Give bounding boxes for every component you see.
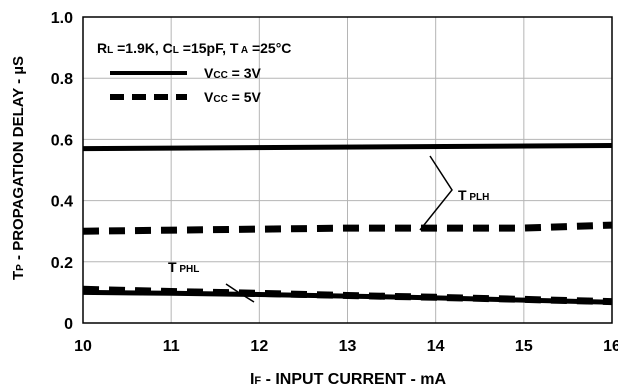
r-symbol: R bbox=[97, 40, 107, 56]
t-value: =25°C bbox=[248, 40, 291, 56]
y-tick-labels: 0 0.2 0.4 0.6 0.8 1.0 bbox=[51, 10, 73, 333]
c-symbol: C bbox=[163, 40, 173, 56]
y-tick-label-2: 0.4 bbox=[51, 194, 73, 211]
test-conditions: RL =1.9K, CL =15pF, T A =25°C bbox=[97, 40, 291, 56]
series-layer bbox=[82, 143, 613, 306]
legend-label-3v: VCC = 3V bbox=[204, 65, 262, 81]
x-tick-label-2: 12 bbox=[250, 338, 268, 355]
tplh-annotation: T PLH bbox=[419, 155, 489, 231]
tplh-label: T PLH bbox=[458, 187, 489, 203]
grid-lines bbox=[82, 16, 613, 324]
x-tick-label-3: 13 bbox=[339, 338, 357, 355]
y-tick-label-5: 1.0 bbox=[51, 10, 73, 27]
tphl-annotation: T PHL bbox=[168, 259, 255, 303]
series-tphl-5v bbox=[82, 285, 613, 306]
x-tick-label-0: 10 bbox=[74, 338, 92, 355]
legend-label-5v: VCC = 5V bbox=[204, 89, 262, 105]
x-tick-label-6: 16 bbox=[603, 338, 618, 355]
tphl-label: T PHL bbox=[168, 259, 199, 275]
y-tick-label-4: 0.8 bbox=[51, 71, 73, 88]
y-tick-label-0: 0 bbox=[64, 316, 73, 333]
series-tplh-3v bbox=[82, 143, 613, 152]
t-subscript: A bbox=[238, 45, 248, 56]
legend: VCC = 3V VCC = 5V bbox=[110, 65, 262, 105]
tplh-bracket bbox=[419, 155, 453, 231]
x-tick-label-4: 14 bbox=[427, 338, 445, 355]
x-tick-labels: 10 11 12 13 14 15 16 bbox=[74, 338, 618, 355]
c-subscript: L bbox=[173, 45, 179, 56]
r-subscript: L bbox=[107, 45, 113, 56]
c-value: =15pF, bbox=[179, 40, 230, 56]
y-tick-label-1: 0.2 bbox=[51, 255, 73, 272]
y-tick-label-3: 0.6 bbox=[51, 132, 73, 149]
x-tick-label-1: 11 bbox=[163, 338, 180, 355]
t-symbol: T bbox=[230, 40, 239, 56]
series-tplh-5v bbox=[82, 221, 613, 235]
x-axis-label: IF - INPUT CURRENT - mA bbox=[250, 371, 447, 388]
plot-area-frame bbox=[82, 16, 613, 324]
r-value: =1.9K, bbox=[113, 40, 162, 56]
tphl-pointer bbox=[225, 283, 255, 303]
x-tick-label-5: 15 bbox=[515, 338, 533, 355]
y-axis-label: TP - PROPAGATION DELAY - µS bbox=[10, 56, 27, 280]
